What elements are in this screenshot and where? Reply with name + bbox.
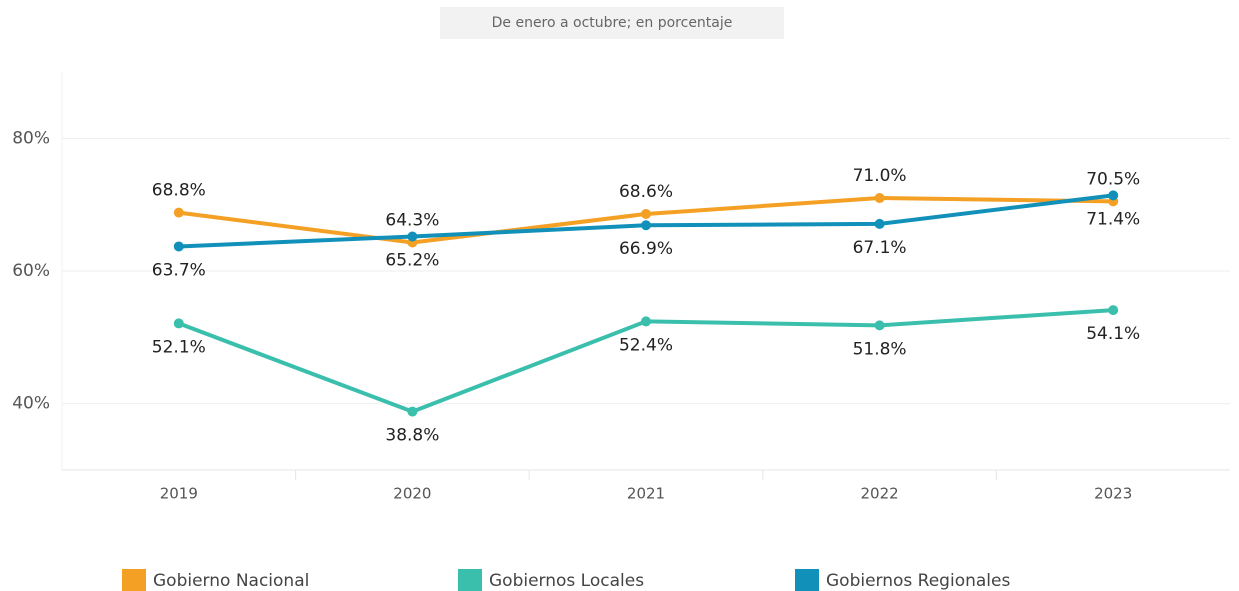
value-label: 52.4% — [619, 335, 673, 355]
point — [641, 220, 651, 231]
value-label: 67.1% — [853, 238, 907, 258]
legend-swatch — [122, 569, 146, 591]
legend-label: Gobiernos Regionales — [826, 571, 1010, 591]
legend-swatch — [795, 569, 819, 591]
point — [173, 207, 184, 218]
point — [641, 208, 651, 219]
value-label: 54.1% — [1086, 324, 1140, 344]
point — [173, 318, 184, 329]
y-tick-label: 60% — [12, 261, 50, 281]
legend-label: Gobiernos Locales — [489, 571, 644, 591]
value-label: 68.6% — [619, 182, 673, 202]
value-label: 68.8% — [152, 181, 206, 201]
x-tick-label: 2020 — [393, 485, 431, 503]
value-label: 51.8% — [853, 339, 907, 359]
legend-swatch — [458, 569, 482, 591]
x-tick-label: 2022 — [861, 485, 899, 503]
chart-subtitle: De enero a octubre; en porcentaje — [492, 15, 733, 31]
point — [407, 231, 418, 242]
x-tick-label: 2023 — [1094, 485, 1132, 503]
value-label: 70.5% — [1086, 169, 1140, 189]
point — [641, 316, 651, 327]
point — [407, 406, 418, 417]
point — [1108, 305, 1119, 316]
point — [1108, 190, 1119, 201]
value-label: 71.0% — [853, 166, 907, 186]
point — [173, 241, 184, 252]
point — [874, 193, 885, 204]
subtitle-box — [440, 7, 784, 39]
legend-label: Gobierno Nacional — [153, 571, 309, 591]
y-tick-label: 40% — [12, 394, 50, 414]
value-label: 63.7% — [152, 260, 206, 280]
value-label: 38.8% — [385, 426, 439, 446]
x-tick-label: 2021 — [627, 485, 665, 503]
x-tick-label: 2019 — [160, 485, 198, 503]
point — [874, 218, 885, 229]
value-label: 64.3% — [385, 210, 439, 230]
value-label: 65.2% — [385, 251, 439, 271]
value-label: 52.1% — [152, 337, 206, 357]
value-label: 66.9% — [619, 239, 673, 259]
value-label: 71.4% — [1086, 209, 1140, 229]
y-tick-label: 80% — [12, 128, 50, 148]
point — [874, 320, 885, 331]
